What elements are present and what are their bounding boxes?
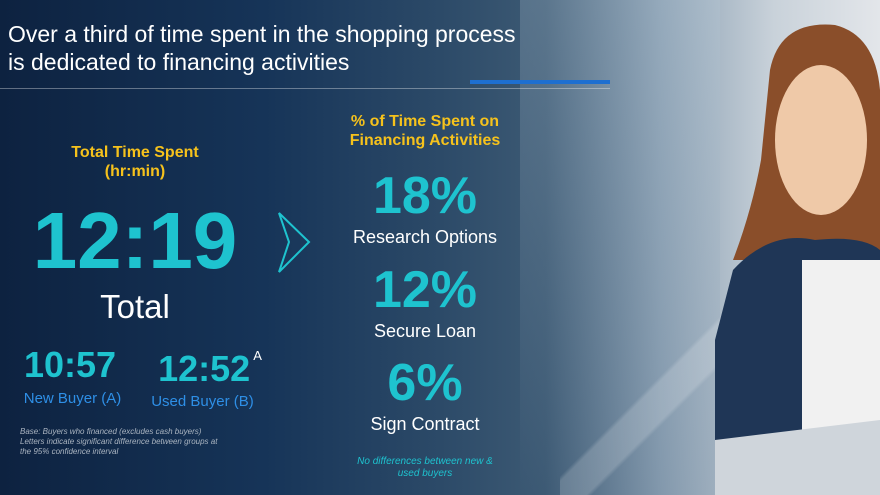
no-difference-note: No differences between new & used buyers	[357, 456, 493, 479]
used-buyer-value: 12:52	[158, 348, 251, 389]
new-buyer-value: 10:57	[23, 344, 117, 385]
secure-loan-label: Secure Loan	[373, 321, 477, 341]
research-label: Research Options	[352, 227, 498, 247]
woman-with-laptop-photo	[715, 24, 880, 495]
new-buyer-label: New Buyer (A)	[23, 390, 122, 407]
sign-contract-label: Sign Contract	[370, 414, 480, 434]
research-value: 18%	[372, 167, 478, 225]
secure-loan-value: 12%	[372, 261, 478, 319]
total-time-heading: Total Time Spent (hr:min)	[71, 144, 199, 180]
significance-letter: A	[253, 348, 262, 363]
divider	[0, 88, 610, 89]
sign-contract-value: 6%	[387, 354, 463, 412]
financing-heading: % of Time Spent on Financing Activities	[349, 113, 501, 149]
accent-bar	[470, 80, 610, 84]
total-time-value: 12:19	[32, 196, 238, 285]
used-buyer-value-group: 12:52 A	[150, 348, 270, 389]
page-title: Over a third of time spent in the shoppi…	[8, 21, 516, 75]
used-buyer-label: Used Buyer (B)	[151, 393, 254, 410]
total-label: Total	[100, 288, 170, 325]
chevron-right-icon	[278, 212, 311, 273]
base-note: Base: Buyers who financed (excludes cash…	[20, 427, 218, 456]
